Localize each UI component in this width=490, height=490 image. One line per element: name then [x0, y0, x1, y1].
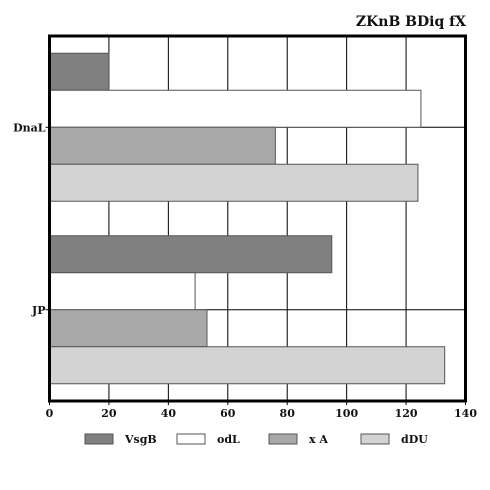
chart-title: ZKnB BDiq fX [356, 14, 466, 30]
bar-1-0 [49, 235, 333, 274]
bar-0-1 [49, 89, 422, 128]
category-label-0: DnaL [13, 121, 46, 134]
bar-1-3 [49, 346, 446, 385]
bar-0-0 [49, 52, 110, 91]
x-tick-label-20: 20 [101, 407, 117, 420]
category-label-1: JP [31, 304, 45, 317]
legend-swatch-3 [360, 433, 390, 445]
x-tick-label-40: 40 [161, 407, 177, 420]
x-tick-label-140: 140 [454, 407, 477, 420]
legend-label-1: odL [217, 433, 240, 446]
legend-swatch-0 [84, 433, 114, 445]
x-tick-label-0: 0 [46, 407, 54, 420]
x-tick-label-120: 120 [395, 407, 418, 420]
bar-0-3 [49, 163, 419, 202]
bar-1-2 [49, 309, 208, 348]
x-tick-label-80: 80 [280, 407, 296, 420]
plot-frame [48, 34, 467, 403]
bar-1-1 [49, 272, 196, 311]
x-tick-label-60: 60 [220, 407, 236, 420]
bars [49, 52, 446, 385]
legend-label-3: dDU [401, 433, 428, 446]
legend-swatch-1 [176, 433, 206, 445]
legend-label-2: x A [309, 433, 328, 446]
legend-swatch-2 [268, 433, 298, 445]
x-tick-label-100: 100 [335, 407, 358, 420]
x-axis: 0 20 40 60 80 100 120 140 [46, 401, 477, 420]
legend: VsgB odL x A dDU [84, 433, 428, 446]
legend-label-0: VsgB [124, 433, 157, 446]
y-axis: DnaL JP [13, 121, 50, 317]
bar-0-2 [49, 126, 276, 165]
